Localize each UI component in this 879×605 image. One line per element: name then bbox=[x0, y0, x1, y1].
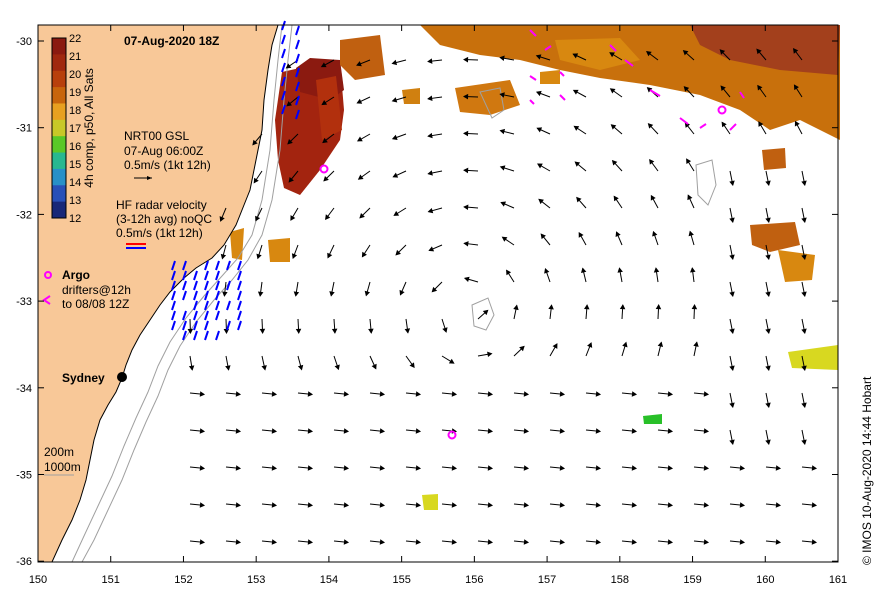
map-canvas: Sydney 07-Aug-2020 18Z 22212019181716151… bbox=[0, 0, 879, 600]
colorbar-segment bbox=[52, 87, 66, 104]
y-tick-label: -31 bbox=[16, 123, 32, 135]
gsl-time: 07-Aug 06:00Z bbox=[124, 144, 203, 158]
colorbar-tick-label: 15 bbox=[69, 159, 81, 171]
map-figure: Sydney 07-Aug-2020 18Z 22212019181716151… bbox=[0, 0, 879, 600]
depth-1000-label: 1000m bbox=[44, 460, 81, 474]
colorbar-tick-label: 14 bbox=[69, 177, 81, 189]
y-tick-label: -34 bbox=[16, 383, 32, 395]
x-tick-label: 156 bbox=[465, 574, 483, 586]
colorbar-tick-label: 20 bbox=[69, 69, 81, 81]
gsl-title: NRT00 GSL bbox=[124, 129, 189, 143]
colorbar-segment bbox=[52, 120, 66, 137]
colorbar-segment bbox=[52, 153, 66, 170]
colorbar-tick-label: 22 bbox=[69, 33, 81, 45]
colorbar-tick-label: 16 bbox=[69, 141, 81, 153]
x-tick-label: 160 bbox=[756, 574, 774, 586]
argo-legend-label: Argo bbox=[62, 268, 90, 282]
colorbar-tick-label: 13 bbox=[69, 195, 81, 207]
colorbar-segment bbox=[52, 169, 66, 186]
y-tick-label: -35 bbox=[16, 470, 32, 482]
x-tick-label: 151 bbox=[102, 574, 120, 586]
colorbar-tick-label: 19 bbox=[69, 87, 81, 99]
x-tick-label: 158 bbox=[611, 574, 629, 586]
credit-text: © IMOS 10-Aug-2020 14:44 Hobart bbox=[860, 376, 874, 565]
y-tick-label: -33 bbox=[16, 296, 32, 308]
sydney-marker bbox=[117, 372, 127, 382]
gsl-scale: 0.5m/s (1kt 12h) bbox=[124, 158, 211, 172]
drifters-label: drifters@12h bbox=[62, 283, 131, 297]
x-tick-label: 153 bbox=[247, 574, 265, 586]
colorbar-segment bbox=[52, 185, 66, 202]
colorbar-tick-label: 12 bbox=[69, 213, 81, 225]
y-tick-label: -32 bbox=[16, 209, 32, 221]
colorbar-label: 4h comp, p50, All Sats bbox=[82, 68, 96, 187]
radar-title: HF radar velocity bbox=[116, 198, 207, 212]
x-tick-label: 150 bbox=[29, 574, 47, 586]
map-title: 07-Aug-2020 18Z bbox=[124, 34, 219, 48]
colorbar-segment bbox=[52, 54, 66, 71]
colorbar-segment bbox=[52, 71, 66, 88]
colorbar-segment bbox=[52, 202, 66, 219]
x-tick-label: 161 bbox=[829, 574, 847, 586]
colorbar-tick-label: 21 bbox=[69, 51, 81, 63]
colorbar-segment bbox=[52, 103, 66, 120]
radar-avg: (3-12h avg) noQC bbox=[116, 212, 212, 226]
x-tick-label: 155 bbox=[392, 574, 410, 586]
colorbar-tick-label: 18 bbox=[69, 105, 81, 117]
radar-scale: 0.5m/s (1kt 12h) bbox=[116, 226, 203, 240]
x-tick-label: 159 bbox=[683, 574, 701, 586]
sydney-label: Sydney bbox=[62, 371, 105, 385]
colorbar-tick-label: 17 bbox=[69, 123, 81, 135]
x-tick-label: 152 bbox=[174, 574, 192, 586]
drifters-to-label: to 08/08 12Z bbox=[62, 297, 129, 311]
depth-200-label: 200m bbox=[44, 445, 74, 459]
y-tick-label: -30 bbox=[16, 36, 32, 48]
colorbar-segment bbox=[52, 136, 66, 153]
x-tick-label: 154 bbox=[320, 574, 338, 586]
x-tick-label: 157 bbox=[538, 574, 556, 586]
colorbar-segment bbox=[52, 38, 66, 55]
y-tick-label: -36 bbox=[16, 556, 32, 568]
